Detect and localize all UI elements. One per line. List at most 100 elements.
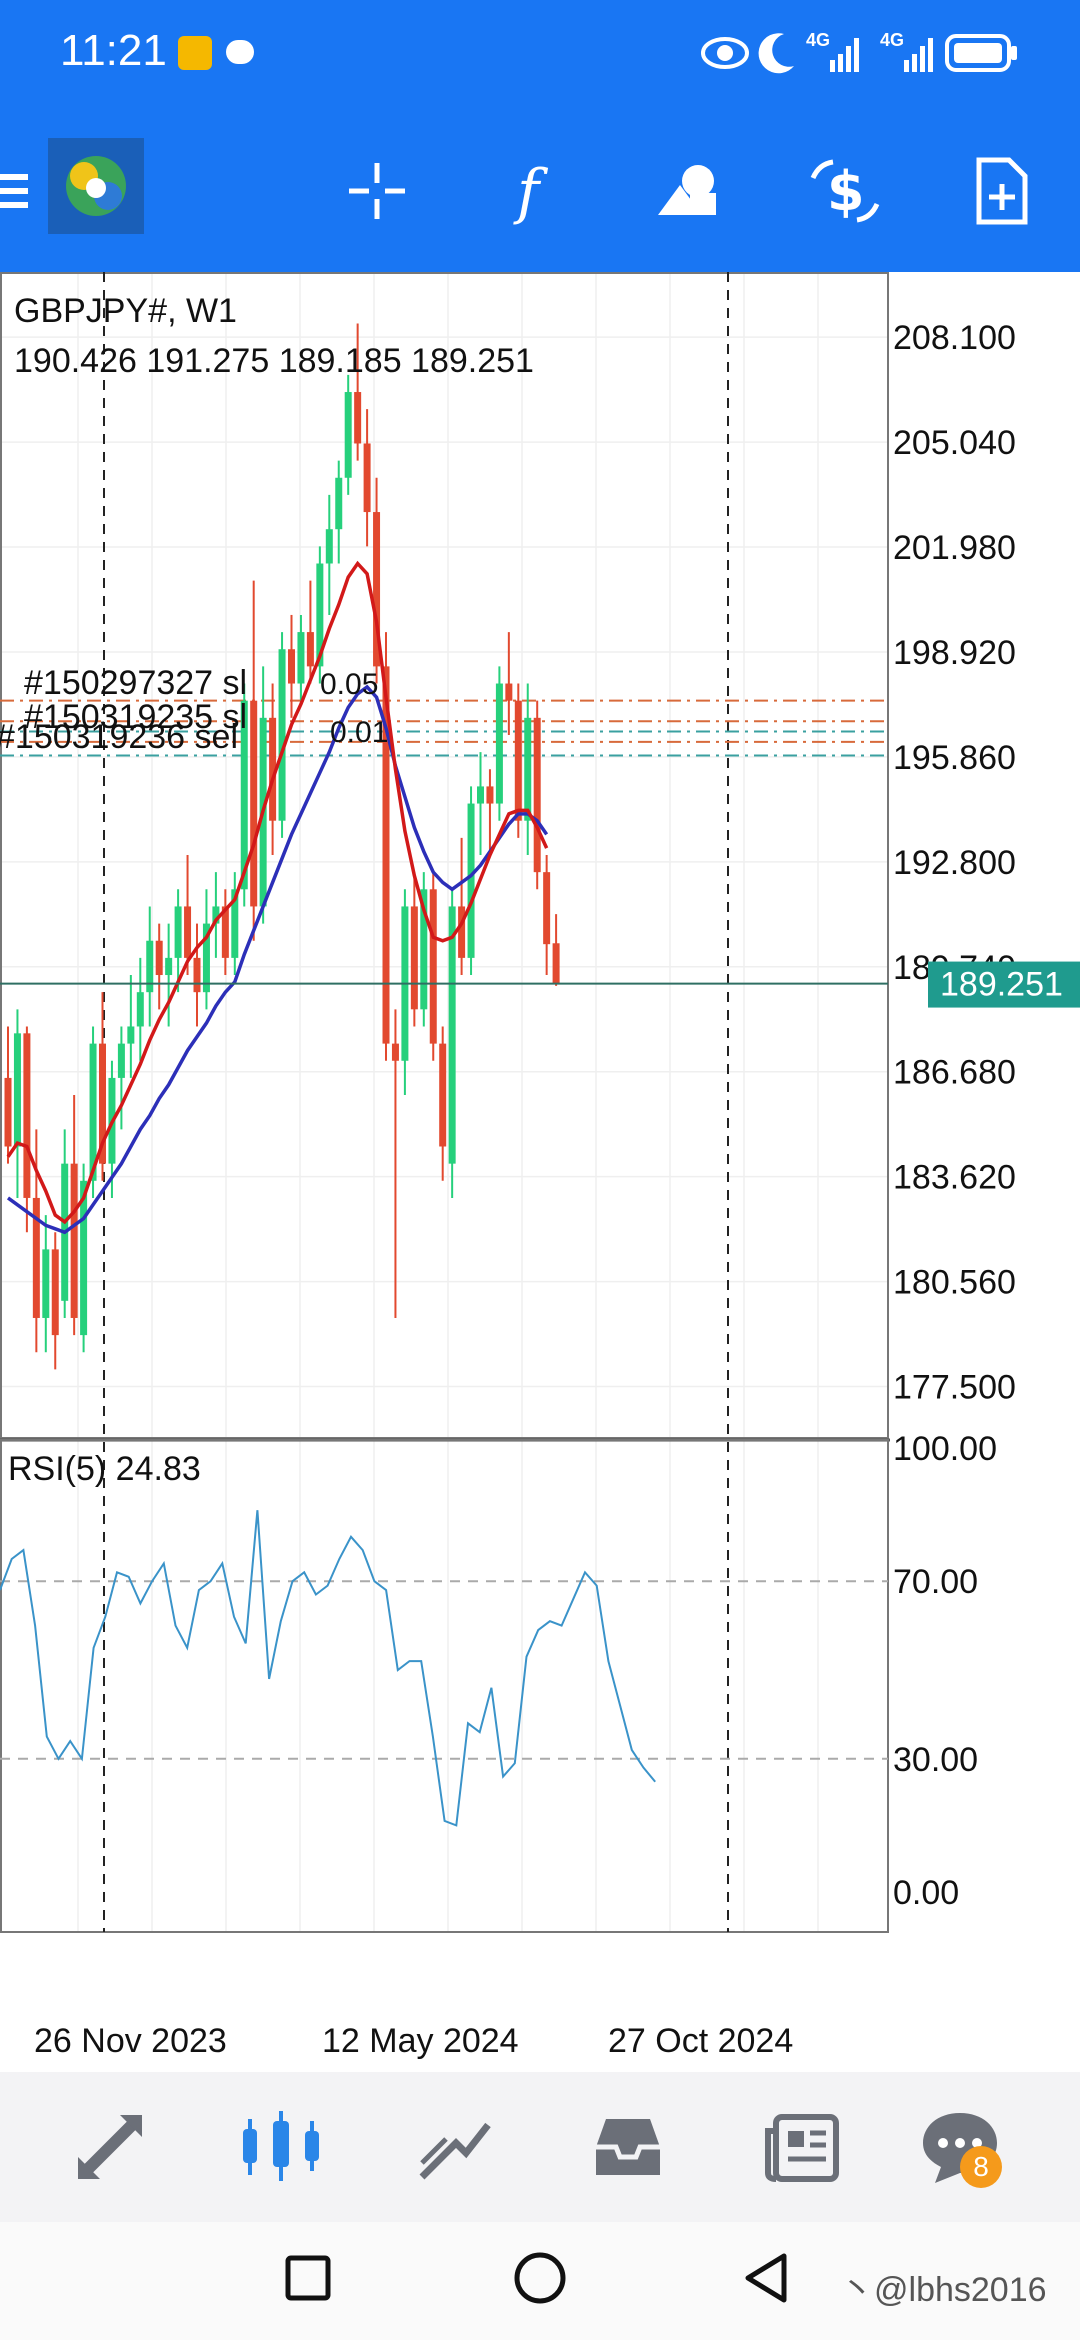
network-type-label: 4G [806, 30, 831, 50]
chart-grid [0, 272, 888, 1932]
candle-body [51, 1249, 59, 1336]
candle-body [70, 1163, 78, 1318]
crosshair-button[interactable] [332, 146, 422, 236]
order-volume-2: 0.01 [330, 716, 388, 749]
nav-chart[interactable] [232, 2102, 332, 2192]
order-label-3: #150319236 sel [0, 718, 238, 756]
candle-body [288, 649, 295, 684]
objects-button[interactable] [644, 146, 734, 236]
candle-body [155, 940, 163, 976]
candle-body [552, 943, 560, 984]
svg-text:f: f [513, 157, 549, 226]
menu-icon[interactable] [0, 168, 32, 214]
candle-body [495, 683, 503, 804]
status-bar: 11:21 4G 4G [0, 0, 1080, 110]
metatrader-logo-icon [66, 156, 126, 216]
network-type-label-2: 4G [880, 30, 905, 50]
price-tick-label: 205.040 [893, 424, 1016, 462]
candle-body [429, 889, 437, 1044]
rsi-line [0, 1510, 656, 1827]
candle-body [316, 563, 324, 667]
svg-text:$: $ [827, 160, 865, 223]
clock: 11:21 [60, 26, 167, 75]
candle-body [278, 649, 286, 821]
price-tick-label: 183.620 [893, 1159, 1016, 1197]
candle-body [117, 1043, 125, 1078]
candle-body [23, 1033, 31, 1198]
rsi-pane-frame [0, 1439, 889, 1933]
crosshair-icon [349, 163, 405, 219]
candle-body [335, 477, 343, 530]
nav-history[interactable] [578, 2102, 678, 2192]
candle-body [193, 957, 201, 993]
order-label-1: #150297327 sl [24, 664, 247, 702]
new-order-button[interactable] [956, 146, 1046, 236]
rsi-tick-label: 30.00 [893, 1741, 978, 1779]
symbol-label: GBPJPY#, W1 [14, 292, 237, 330]
order-lines [0, 699, 888, 757]
candle-body [306, 632, 314, 667]
rsi-levels [0, 1580, 888, 1760]
candle-body [533, 717, 541, 873]
signal-icon-2 [904, 38, 933, 72]
quotes-icon [78, 2115, 142, 2179]
candle-body [486, 786, 494, 804]
candle-body [184, 906, 192, 958]
candle-body [136, 992, 144, 1027]
price-chart[interactable]: 208.100 205.040 201.980 198.920 195.860 192.8… [0, 272, 1080, 2072]
nav-news[interactable] [752, 2102, 852, 2192]
order-label-2: #150319235 sl [24, 698, 247, 736]
rsi-axis: 100.00 70.00 30.00 0.00 [893, 1430, 997, 1912]
candle-body [391, 1043, 399, 1061]
price-tick-label: 180.560 [893, 1264, 1016, 1302]
nav-quotes[interactable] [60, 2102, 160, 2192]
home-icon[interactable] [512, 2250, 568, 2306]
candle-body [505, 683, 513, 701]
candle-body [382, 666, 390, 1044]
candle-body [32, 1197, 40, 1318]
candle-body [221, 906, 229, 958]
nav-trade[interactable] [406, 2102, 506, 2192]
signal-icon [830, 38, 859, 72]
recents-icon[interactable] [284, 2254, 334, 2304]
message-notification-icon [226, 40, 254, 64]
chart-area[interactable]: 208.100 205.040 201.980 198.920 195.860 192.8… [0, 272, 1080, 2072]
bottom-navigation [0, 2072, 1080, 2222]
candle-body [448, 906, 456, 1164]
inbox-icon [596, 2119, 660, 2175]
metatrader-logo[interactable] [48, 138, 144, 234]
price-tick-label: 201.980 [893, 529, 1016, 567]
moving-average-red [6, 560, 549, 1225]
price-tick-label: 192.800 [893, 844, 1016, 882]
candle-body [269, 717, 277, 821]
moon-icon [758, 33, 794, 74]
candle-body [297, 632, 305, 684]
period-separators [103, 272, 729, 1932]
candle-body [42, 1249, 50, 1318]
candle-body [13, 1033, 21, 1147]
price-tick-label: 208.100 [893, 319, 1016, 357]
back-icon[interactable] [742, 2252, 792, 2304]
price-tick-label: 195.860 [893, 739, 1016, 777]
order-volume-1: 0.05 [320, 668, 378, 701]
currency-exchange-icon: $ [810, 159, 880, 223]
candle-body [477, 786, 484, 804]
price-tick-label: 186.680 [893, 1054, 1016, 1092]
candle-body [543, 872, 551, 945]
candle-body [174, 906, 182, 958]
price-tick-label: 198.920 [893, 634, 1016, 672]
indicators-button[interactable]: f [488, 146, 578, 236]
candle-body [458, 906, 466, 958]
trade-button[interactable]: $ [800, 146, 890, 236]
add-document-icon [976, 157, 1028, 225]
candle-body [373, 512, 381, 667]
candlestick-chart-icon [243, 2111, 319, 2181]
price-pane-frame [0, 272, 889, 1439]
candle-body [146, 940, 154, 993]
rsi-tick-label: 70.00 [893, 1563, 978, 1601]
battery-icon [945, 34, 1017, 72]
candle-body [250, 700, 258, 907]
candle-body [4, 1077, 12, 1147]
candle-body [99, 1043, 106, 1164]
candle-body [127, 1026, 135, 1044]
